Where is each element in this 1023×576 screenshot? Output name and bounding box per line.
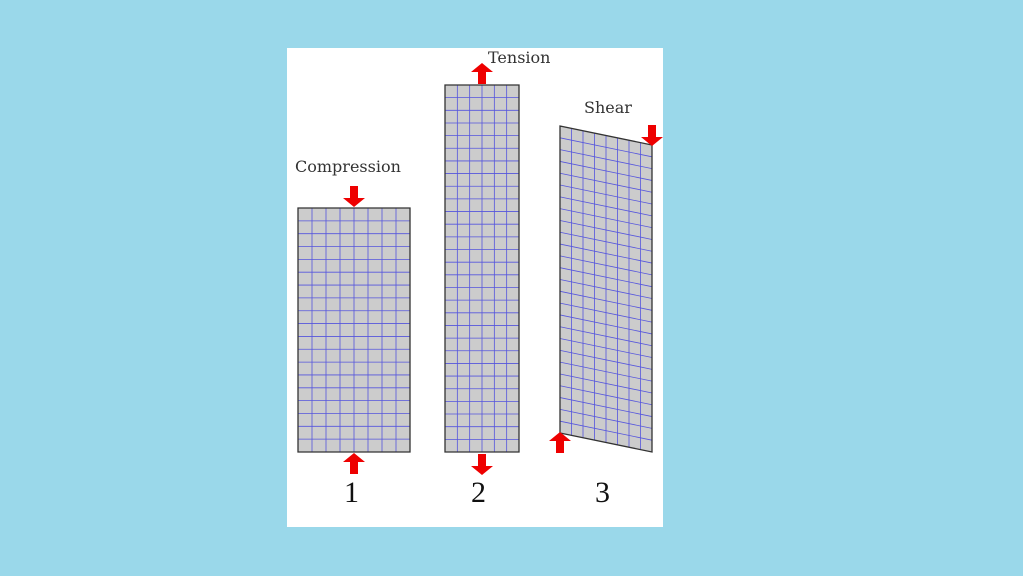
arrow-down-icon [641, 125, 663, 146]
shear-specimen-outline [559, 125, 653, 453]
shear-specimen-grid-line [559, 290, 653, 311]
arrow-down-icon [343, 186, 365, 207]
compression-specimen-outline [297, 207, 411, 453]
label-tension: Tension [488, 48, 551, 67]
shear-specimen-grid-line [559, 326, 653, 347]
shear-specimen-grid-line [559, 267, 653, 288]
shear-specimen-grid-line [559, 420, 653, 441]
arrow-up-icon [471, 63, 493, 84]
shear-specimen-grid-line [559, 408, 653, 429]
number-1: 1 [344, 476, 359, 509]
shear-specimen-grid-line [559, 373, 653, 394]
shear-specimen-grid-line [559, 172, 653, 193]
shear-specimen-grid-line [559, 314, 653, 335]
tension-specimen-outline [444, 84, 520, 453]
shear-specimen-grid-line [559, 220, 653, 240]
shear-specimen-grid-line [559, 361, 653, 382]
arrow-down-icon [471, 454, 493, 475]
shear-specimen-grid-line [559, 137, 653, 158]
shear-specimen-grid-line [559, 255, 653, 276]
label-compression: Compression [295, 157, 401, 176]
shear-specimen-grid-line [559, 397, 653, 417]
shear-specimen-grid-line [559, 338, 653, 358]
label-shear: Shear [584, 98, 632, 117]
shear-specimen-grid-line [559, 302, 653, 323]
stress-diagram [297, 63, 663, 475]
shear-specimen-grid-line [559, 279, 653, 299]
shear-specimen-grid-line [559, 161, 653, 181]
shear-specimen-grid-line [559, 184, 653, 205]
arrow-up-icon [549, 432, 571, 453]
shear-specimen-grid-line [559, 385, 653, 406]
figure-panel: Compression Tension Shear 1 2 3 [287, 48, 663, 527]
shear-specimen-grid-line [559, 149, 653, 170]
shear-specimen-grid-line [559, 349, 653, 370]
number-2: 2 [471, 476, 486, 509]
shear-specimen-grid-line [559, 231, 653, 252]
arrow-up-icon [343, 453, 365, 474]
number-3: 3 [595, 476, 610, 509]
shear-specimen-grid-line [559, 196, 653, 217]
shear-specimen-grid-line [559, 243, 653, 264]
shear-specimen-grid-line [559, 208, 653, 229]
